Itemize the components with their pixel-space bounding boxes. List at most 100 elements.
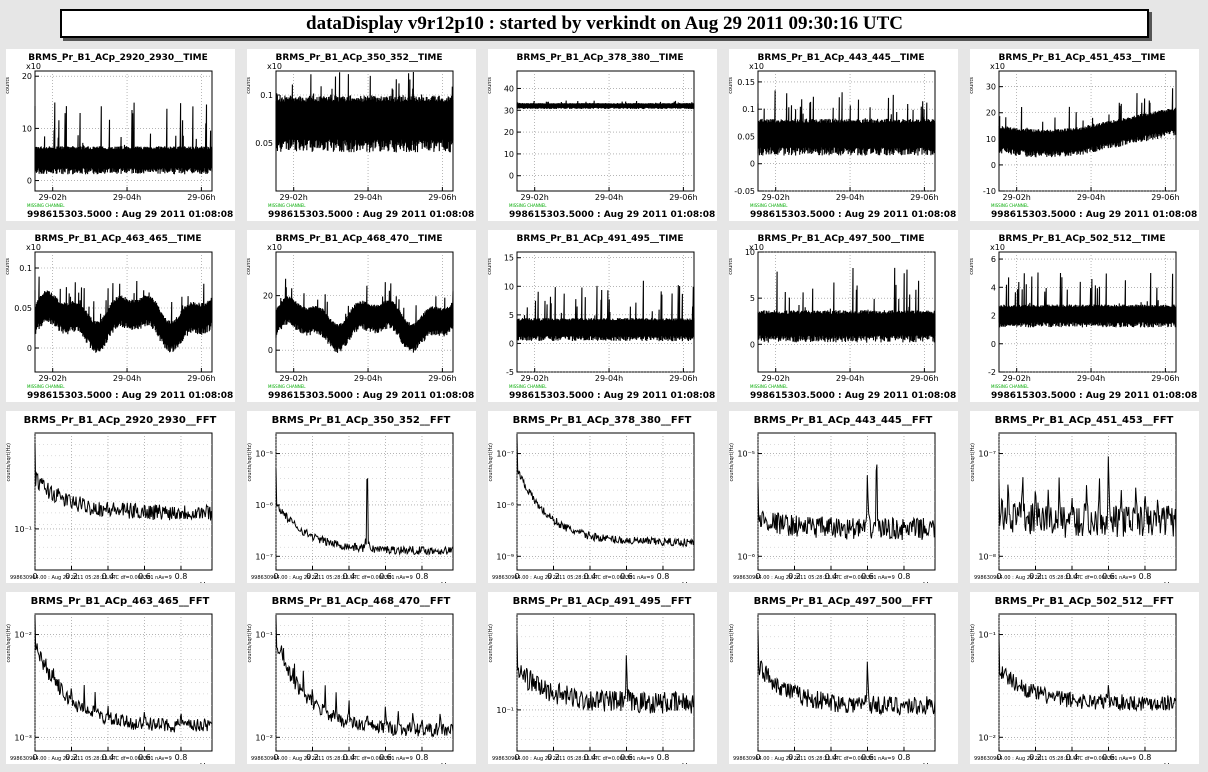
x-tick-label: 0.6	[138, 753, 151, 762]
y-tick-label: 2	[991, 312, 996, 321]
x-tick-label: 0.8	[898, 572, 911, 581]
x-tick-label: 0	[755, 753, 760, 762]
y-tick-label: 10⁻⁹	[496, 552, 514, 561]
x-tick-label: 0.4	[102, 753, 115, 762]
y-axis-label: counts	[6, 258, 11, 275]
x-tick-label: 29-04h	[595, 374, 623, 383]
y-tick-label: 10	[504, 282, 514, 291]
y-tick-label: 40	[504, 84, 514, 93]
data-trace	[757, 90, 936, 156]
chart-title: BRMS_Pr_B1_ACp_350_352__FFT	[272, 415, 451, 426]
x-tick-label: 29-04h	[354, 193, 382, 202]
y-exponent: x10	[749, 243, 764, 252]
chart-title: BRMS_Pr_B1_ACp_497_500__FFT	[754, 596, 933, 607]
y-tick-label: 20	[263, 292, 273, 301]
x-axis-unit: Hz	[1164, 762, 1174, 764]
x-tick-label: 0.4	[584, 753, 597, 762]
x-tick-label: 29-02h	[521, 193, 549, 202]
data-trace	[34, 102, 213, 175]
chart-footer: 998630904.00 : Aug 29 2011 05:28:23 UTC …	[251, 756, 413, 762]
chart-footer: 998615303.5000 : Aug 29 2011 01:08:08 UT…	[991, 210, 1199, 220]
chart-panel: BRMS_Pr_B1_ACp_497_500__TIME 29-02h 29-04h…	[729, 230, 958, 402]
x-tick-label: 29-02h	[280, 374, 308, 383]
x-tick-label: 0.6	[379, 753, 392, 762]
y-exponent: x10	[749, 62, 764, 71]
x-tick-label: 0.6	[1102, 753, 1115, 762]
chart-panel: BRMS_Pr_B1_ACp_502_512__TIME 29-02h 29-04h…	[970, 230, 1199, 402]
x-tick-label: 29-04h	[836, 374, 864, 383]
y-tick-label: 10	[745, 248, 755, 257]
x-tick-label: 0.2	[788, 572, 801, 581]
x-tick-label: 29-06h	[910, 193, 938, 202]
x-tick-label: 0.6	[138, 572, 151, 581]
x-tick-label: 0.4	[825, 572, 838, 581]
y-axis-label: counts/sqrt(Hz)	[729, 443, 735, 482]
chart-title: BRMS_Pr_B1_ACp_502_512__FFT	[995, 596, 1174, 607]
chart-panel: BRMS_Pr_B1_ACp_451_453__TIME 29-02h 29-04h…	[970, 49, 1199, 221]
y-tick-label: 0	[27, 344, 32, 353]
data-trace	[757, 267, 936, 343]
chart-svg: BRMS_Pr_B1_ACp_378_380__FFT 0 0.2 0.4 0.6 0.8…	[488, 415, 695, 583]
chart-svg: BRMS_Pr_B1_ACp_451_453__TIME 29-02h 29-04h…	[970, 53, 1199, 220]
chart-panel: BRMS_Pr_B1_ACp_491_495__TIME 29-02h 29-04h…	[488, 230, 717, 402]
x-tick-label: 0	[273, 572, 278, 581]
chart-svg: BRMS_Pr_B1_ACp_350_352__FFT 0 0.2 0.4 0.6 0.8…	[247, 415, 454, 583]
x-tick-label: 0.2	[788, 753, 801, 762]
x-tick-label: 0.2	[306, 753, 319, 762]
x-tick-label: 29-06h	[910, 374, 938, 383]
chart-svg: BRMS_Pr_B1_ACp_443_445__TIME 29-02h 29-04h…	[729, 53, 958, 220]
y-tick-label: -10	[983, 187, 996, 196]
chart-footer: 998615303.5000 : Aug 29 2011 01:08:08 UT…	[268, 210, 476, 220]
x-tick-label: 0.8	[657, 572, 670, 581]
y-tick-label: 0.05	[14, 304, 32, 313]
y-axis-label: counts/sqrt(Hz)	[970, 624, 976, 663]
chart-svg: BRMS_Pr_B1_ACp_443_445__FFT 0 0.2 0.4 0.6 0.8…	[729, 415, 936, 583]
chart-panel: BRMS_Pr_B1_ACp_2920_2930__FFT 0 0.2 0.4 0.6 0…	[6, 411, 235, 583]
x-tick-label: 0.2	[65, 572, 78, 581]
y-axis-label: counts	[6, 77, 11, 94]
x-tick-label: 0.4	[584, 572, 597, 581]
y-tick-label: 10⁻⁵	[255, 450, 273, 459]
chart-footer: 998630904.00 : Aug 29 2011 05:28:23 UTC …	[492, 575, 654, 581]
chart-title: BRMS_Pr_B1_ACp_463_465__FFT	[31, 596, 210, 607]
x-tick-label: 29-02h	[762, 193, 790, 202]
y-axis-label: counts/sqrt(Hz)	[247, 624, 253, 663]
x-axis-unit: Hz	[441, 762, 451, 764]
y-axis-label: counts	[970, 77, 975, 94]
y-tick-label: 10⁻¹	[978, 631, 996, 640]
x-tick-label: 29-04h	[836, 193, 864, 202]
y-tick-label: 0	[509, 172, 514, 181]
chart-title: BRMS_Pr_B1_ACp_463_465__TIME	[34, 234, 201, 244]
x-tick-label: 0.4	[825, 753, 838, 762]
chart-footer: 998630904.00 : Aug 29 2011 05:28:23 UTC …	[974, 756, 1136, 762]
y-axis-label: counts	[970, 258, 975, 275]
chart-svg: BRMS_Pr_B1_ACp_463_465__FFT 0 0.2 0.4 0.6 0.8…	[6, 596, 213, 764]
chart-title: BRMS_Pr_B1_ACp_443_445__FFT	[754, 415, 933, 426]
x-axis-unit: Hz	[1164, 581, 1174, 583]
x-tick-label: 0.8	[175, 753, 188, 762]
missing-channel-label: MISSING CHANNEL	[750, 203, 788, 208]
y-axis-label: counts	[247, 258, 252, 275]
x-tick-label: 0	[996, 572, 1001, 581]
x-axis-unit: Hz	[923, 581, 933, 583]
chart-footer: 998615303.5000 : Aug 29 2011 01:08:08 UT…	[509, 391, 717, 401]
y-axis-label: counts/sqrt(Hz)	[488, 624, 494, 663]
chart-svg: BRMS_Pr_B1_ACp_451_453__FFT 0 0.2 0.4 0.6 0.8…	[970, 415, 1177, 583]
x-tick-label: 29-06h	[669, 193, 697, 202]
plot-frame	[516, 70, 695, 192]
chart-svg: BRMS_Pr_B1_ACp_491_495__FFT 0 0.2 0.4 0.6 0.8…	[488, 596, 695, 764]
y-tick-label: 5	[509, 311, 514, 320]
x-axis-unit: Hz	[682, 762, 692, 764]
chart-panel: BRMS_Pr_B1_ACp_463_465__FFT 0 0.2 0.4 0.6 0.8…	[6, 592, 235, 764]
data-trace	[275, 278, 454, 353]
x-tick-label: 29-06h	[187, 193, 215, 202]
x-tick-label: 0.8	[657, 753, 670, 762]
chart-panel: BRMS_Pr_B1_ACp_378_380__TIME 29-02h 29-04h…	[488, 49, 717, 221]
x-tick-label: 29-06h	[1151, 374, 1179, 383]
y-tick-label: 10⁻³	[14, 733, 32, 742]
y-tick-label: 10⁻¹	[496, 706, 514, 715]
x-tick-label: 29-04h	[1077, 374, 1105, 383]
y-tick-label: 10⁻⁸	[496, 501, 514, 510]
data-trace	[34, 443, 213, 521]
data-trace	[275, 468, 454, 556]
